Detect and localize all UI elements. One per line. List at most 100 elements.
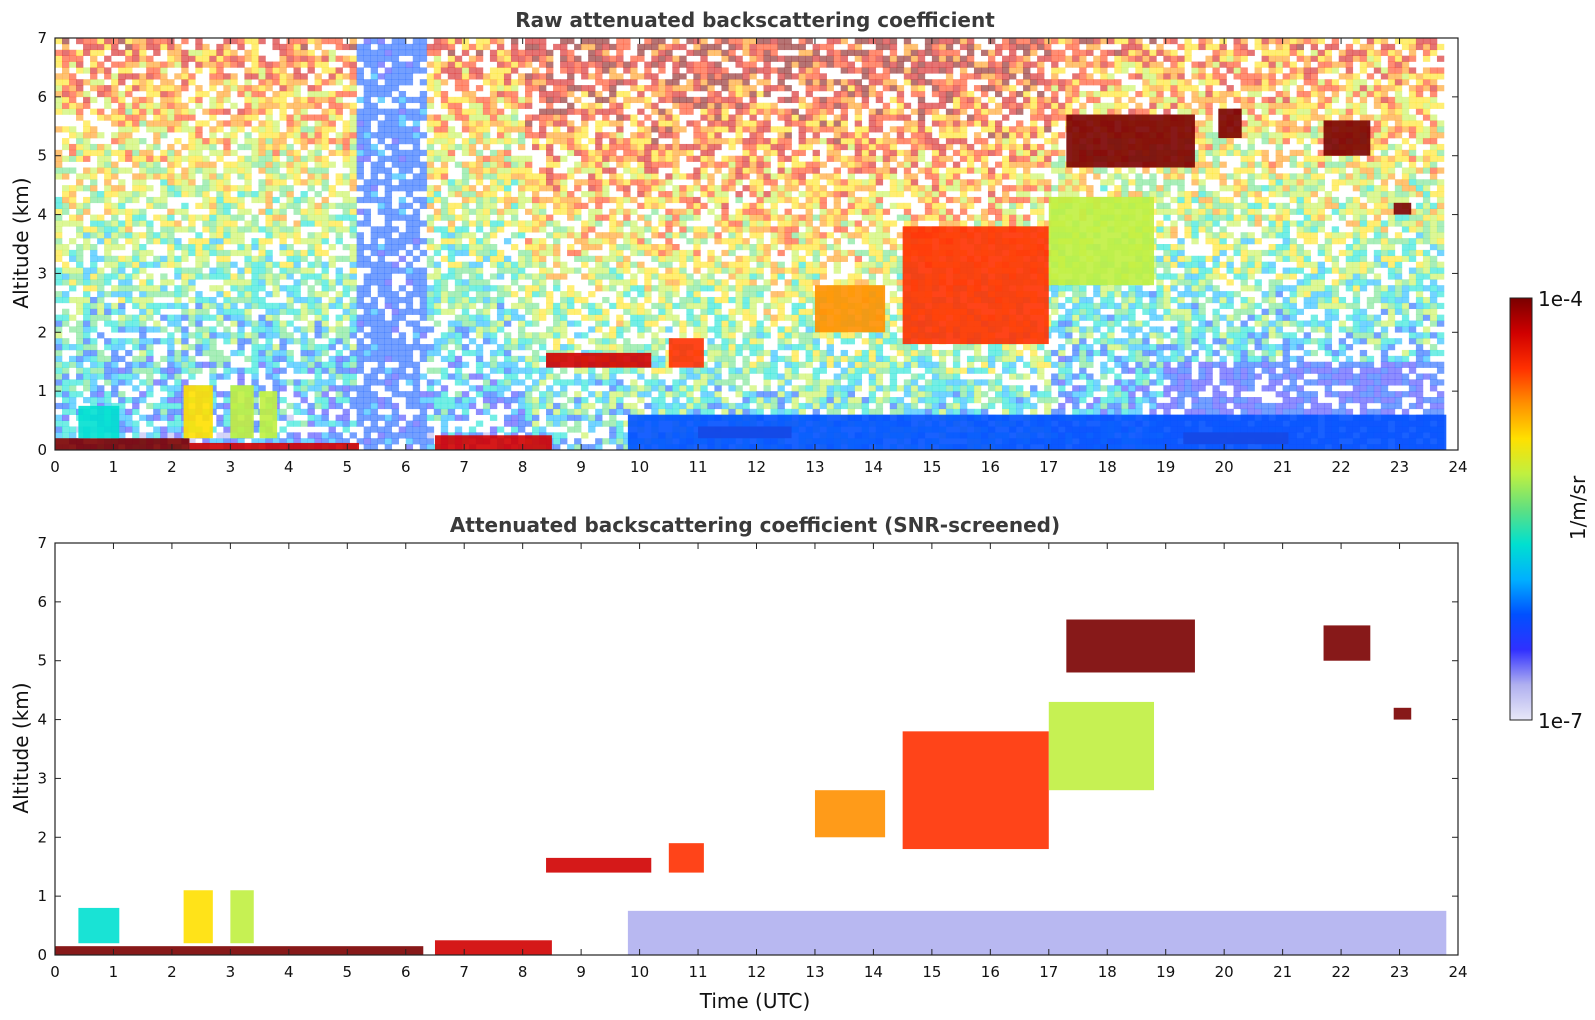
noise-cell [651, 161, 659, 168]
noise-cell [616, 102, 624, 109]
noise-cell [314, 90, 322, 98]
noise-cell [188, 279, 196, 286]
noise-cell [251, 155, 259, 162]
noise-cell [181, 155, 189, 162]
noise-cell [146, 55, 154, 62]
noise-cell [83, 102, 91, 109]
noise-cell [602, 120, 610, 127]
noise-cell [609, 438, 617, 445]
noise-cell [539, 208, 547, 215]
noise-cell [630, 55, 638, 62]
noise-cell [118, 408, 126, 415]
noise-cell [714, 238, 722, 245]
noise-cell [153, 114, 161, 121]
noise-cell [132, 285, 140, 292]
noise-cell [335, 202, 343, 209]
noise-cell [139, 349, 147, 357]
noise-cell [90, 391, 98, 398]
noise-cell [440, 67, 449, 74]
noise-cell [223, 173, 231, 180]
noise-cell [623, 244, 631, 251]
noise-cell [461, 90, 470, 98]
noise-cell [637, 391, 645, 398]
noise-cell [370, 273, 378, 280]
noise-cell [567, 344, 575, 351]
noise-cell [90, 61, 98, 68]
noise-cell [665, 408, 673, 415]
noise-cell [300, 167, 308, 174]
noise-cell [216, 244, 224, 251]
noise-cell [293, 408, 301, 415]
noise-cell [588, 420, 596, 427]
noise-cell [517, 202, 526, 209]
noise-cell [672, 38, 680, 45]
noise-cell [342, 85, 350, 92]
noise-cell [160, 226, 168, 233]
noise-cell [272, 220, 280, 227]
noise-cell [209, 67, 217, 74]
noise-cell [384, 196, 393, 204]
noise-cell [314, 208, 322, 215]
noise-cell [447, 361, 456, 368]
noise-cell [377, 55, 386, 62]
noise-cell [258, 138, 266, 145]
noise-cell [560, 202, 568, 209]
noise-cell [489, 402, 498, 410]
noise-cell [286, 202, 294, 209]
noise-cell [721, 208, 729, 215]
noise-cell [370, 149, 378, 157]
noise-cell [132, 120, 140, 127]
noise-cell [146, 43, 154, 51]
noise-cell [321, 167, 329, 174]
noise-cell [83, 332, 91, 339]
noise-cell [356, 314, 364, 321]
noise-cell [693, 49, 701, 56]
noise-cell [609, 267, 617, 274]
noise-cell [525, 38, 533, 45]
noise-cell [377, 138, 386, 145]
noise-cell [363, 273, 371, 280]
noise-cell [335, 220, 343, 227]
noise-cell [321, 108, 329, 115]
noise-cell [419, 96, 428, 104]
noise-cell [482, 138, 491, 145]
noise-cell [532, 202, 540, 209]
noise-cell [503, 149, 512, 157]
noise-cell [623, 102, 631, 109]
noise-cell [335, 138, 343, 145]
noise-cell [721, 261, 729, 268]
noise-cell [104, 379, 112, 386]
noise-cell [328, 96, 336, 104]
noise-cell [461, 173, 470, 180]
noise-cell [553, 344, 561, 351]
noise-cell [335, 67, 343, 74]
noise-cell [132, 96, 140, 104]
noise-cell [412, 432, 421, 439]
noise-cell [370, 143, 378, 151]
noise-cell [293, 108, 301, 115]
noise-cell [321, 397, 329, 404]
noise-cell [62, 167, 70, 174]
noise-cell [118, 90, 126, 98]
noise-cell [433, 196, 442, 204]
noise-cell [321, 314, 329, 321]
noise-cell [300, 332, 308, 339]
noise-cell [658, 191, 666, 198]
noise-cell [83, 291, 91, 298]
noise-cell [644, 214, 652, 221]
noise-cell [307, 179, 315, 186]
noise-cell [440, 38, 449, 45]
noise-cell [721, 267, 729, 274]
noise-cell [62, 379, 70, 386]
noise-cell [454, 326, 463, 333]
noise-cell [602, 43, 610, 51]
noise-cell [342, 332, 350, 339]
noise-cell [581, 61, 589, 68]
noise-cell [630, 149, 638, 157]
noise-cell [97, 226, 105, 233]
noise-cell [658, 285, 666, 292]
noise-cell [686, 67, 694, 74]
noise-cell [454, 291, 463, 298]
noise-cell [69, 102, 77, 109]
noise-cell [384, 185, 393, 192]
